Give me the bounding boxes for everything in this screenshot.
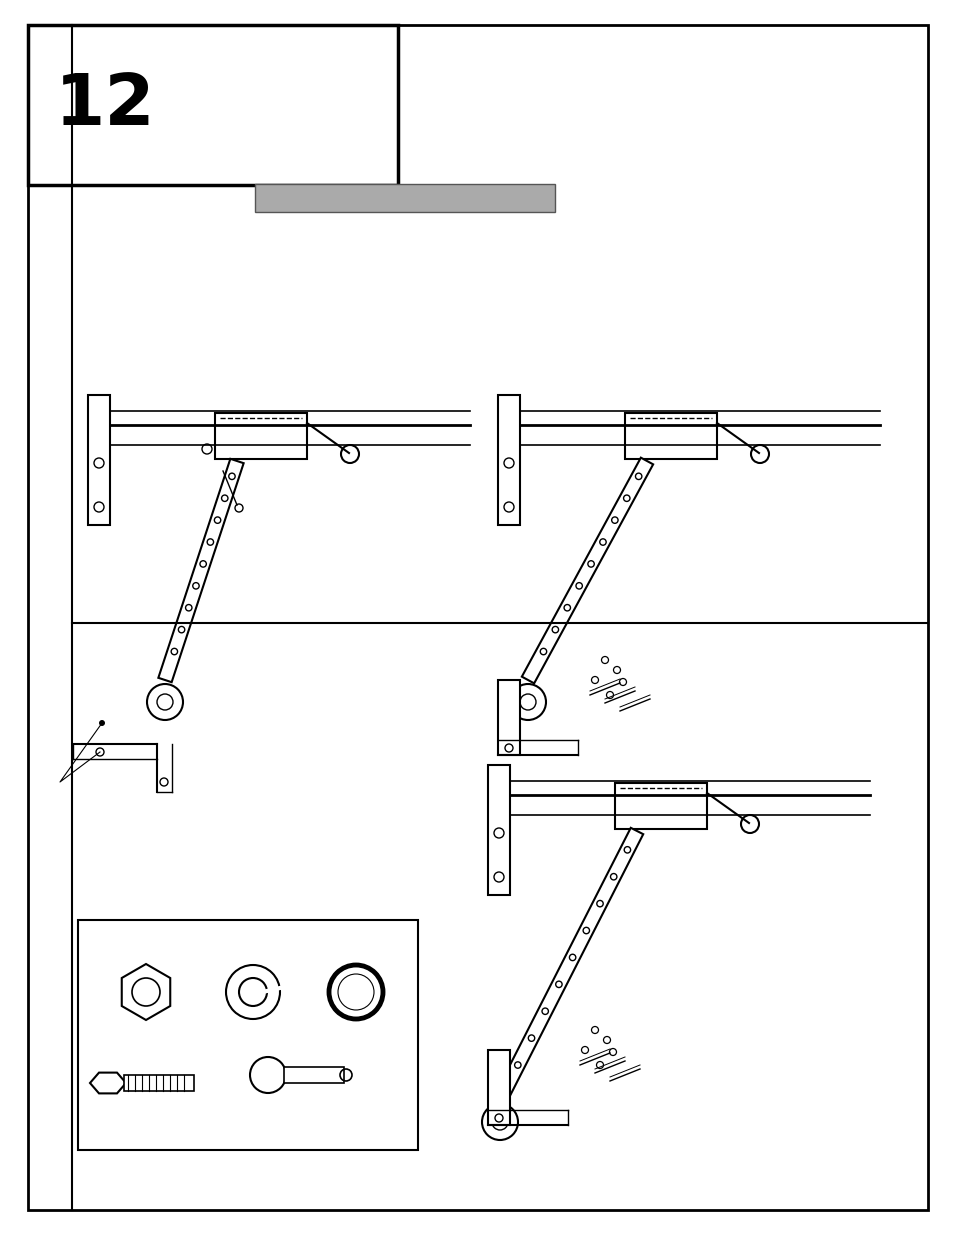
Circle shape <box>740 815 759 832</box>
Text: 12: 12 <box>55 70 155 140</box>
Circle shape <box>340 445 358 463</box>
Circle shape <box>591 677 598 683</box>
Bar <box>88 395 110 525</box>
Circle shape <box>611 517 618 524</box>
Bar <box>28 25 397 185</box>
Circle shape <box>606 692 613 699</box>
Circle shape <box>556 981 561 988</box>
Circle shape <box>221 495 228 501</box>
Circle shape <box>528 1035 534 1041</box>
Polygon shape <box>90 1073 126 1093</box>
Circle shape <box>576 583 581 589</box>
Bar <box>124 1074 193 1091</box>
Circle shape <box>200 561 206 567</box>
Circle shape <box>147 684 183 720</box>
Bar <box>284 1067 344 1083</box>
Circle shape <box>226 965 280 1019</box>
Circle shape <box>510 684 545 720</box>
Polygon shape <box>521 458 653 683</box>
Circle shape <box>596 1062 603 1068</box>
Circle shape <box>635 473 641 479</box>
Circle shape <box>239 978 267 1007</box>
Bar <box>615 783 706 829</box>
Circle shape <box>186 604 192 611</box>
Circle shape <box>541 1008 548 1014</box>
Circle shape <box>552 626 558 632</box>
Circle shape <box>613 667 619 673</box>
Circle shape <box>623 847 630 853</box>
Bar <box>497 680 519 755</box>
Circle shape <box>99 720 105 726</box>
Circle shape <box>603 1036 610 1044</box>
Circle shape <box>601 657 608 663</box>
Bar <box>78 920 417 1150</box>
Bar <box>488 764 510 895</box>
Circle shape <box>171 648 177 655</box>
Circle shape <box>569 955 576 961</box>
Circle shape <box>329 965 382 1019</box>
Polygon shape <box>494 827 642 1103</box>
Circle shape <box>587 561 594 567</box>
Circle shape <box>618 678 626 685</box>
Circle shape <box>229 473 234 479</box>
Circle shape <box>563 604 570 611</box>
Polygon shape <box>158 459 243 682</box>
Circle shape <box>539 648 546 655</box>
Bar <box>254 184 555 212</box>
Circle shape <box>750 445 768 463</box>
Circle shape <box>581 1046 588 1053</box>
Circle shape <box>250 1057 286 1093</box>
Bar <box>488 1050 510 1125</box>
Circle shape <box>207 538 213 545</box>
Circle shape <box>623 495 629 501</box>
Circle shape <box>132 978 160 1007</box>
Polygon shape <box>122 965 170 1020</box>
Circle shape <box>514 1062 520 1068</box>
Circle shape <box>597 900 602 906</box>
Circle shape <box>337 974 374 1010</box>
Bar <box>624 412 717 459</box>
Circle shape <box>178 626 185 632</box>
Circle shape <box>481 1104 517 1140</box>
Circle shape <box>193 583 199 589</box>
Circle shape <box>610 873 617 879</box>
Circle shape <box>214 517 220 524</box>
Bar <box>214 412 307 459</box>
Circle shape <box>609 1049 616 1056</box>
Bar <box>497 395 519 525</box>
Circle shape <box>582 927 589 934</box>
Circle shape <box>599 538 605 545</box>
Circle shape <box>591 1026 598 1034</box>
